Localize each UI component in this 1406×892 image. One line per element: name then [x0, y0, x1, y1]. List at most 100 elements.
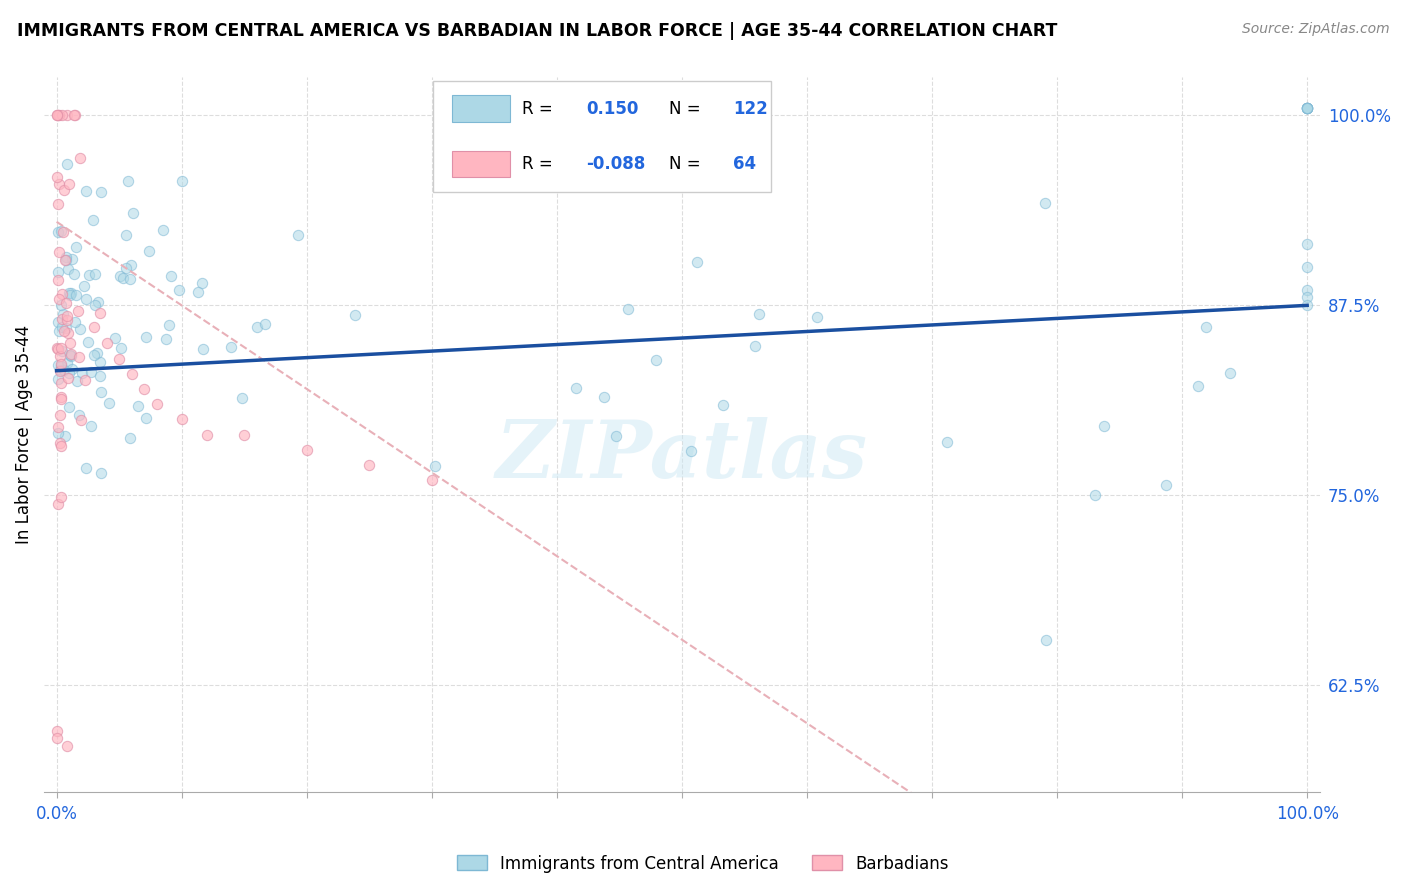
Point — [46, 265, 69, 279]
Point — [75, 184, 97, 198]
Point — [51, 376, 73, 390]
Point — [75, 461, 97, 475]
Point — [53, 363, 76, 377]
Point — [187, 285, 209, 299]
Point — [1296, 283, 1319, 297]
Point — [679, 444, 702, 458]
Point — [191, 276, 214, 290]
Point — [60, 285, 83, 300]
Text: Source: ZipAtlas.com: Source: ZipAtlas.com — [1241, 22, 1389, 37]
Point — [46, 342, 69, 356]
Point — [155, 332, 177, 346]
Point — [48, 350, 70, 364]
Point — [46, 425, 69, 440]
Point — [82, 212, 104, 227]
Point — [1296, 298, 1319, 312]
Point — [46, 108, 69, 122]
Point — [58, 178, 80, 192]
Point — [295, 442, 318, 457]
Point — [1195, 320, 1218, 334]
Bar — [453, 151, 510, 178]
Point — [49, 408, 72, 422]
Point — [49, 298, 72, 312]
Point — [65, 108, 87, 122]
Text: R =: R = — [523, 100, 558, 118]
Point — [75, 373, 97, 387]
Point — [108, 351, 131, 366]
Point — [98, 396, 121, 410]
Point — [1296, 101, 1319, 115]
Point — [127, 399, 149, 413]
Point — [65, 287, 87, 301]
Point — [48, 292, 70, 306]
Point — [96, 336, 118, 351]
Text: 0.150: 0.150 — [586, 100, 638, 118]
Point — [219, 340, 242, 354]
Point — [59, 350, 82, 364]
Point — [423, 458, 446, 473]
Point — [63, 108, 86, 122]
Point — [45, 723, 67, 738]
Point — [49, 224, 72, 238]
Point — [138, 244, 160, 258]
Point — [67, 351, 90, 365]
Point — [90, 385, 112, 400]
Point — [195, 427, 218, 442]
Point — [55, 252, 77, 267]
Point — [77, 268, 100, 282]
Point — [104, 331, 127, 345]
Point — [1296, 237, 1319, 252]
Point — [48, 245, 70, 260]
Point — [49, 357, 72, 371]
FancyBboxPatch shape — [433, 81, 770, 192]
Point — [644, 352, 666, 367]
Point — [936, 434, 959, 449]
Point — [55, 309, 77, 323]
Point — [75, 293, 97, 307]
Point — [90, 467, 112, 481]
Point — [46, 371, 69, 385]
Point — [51, 312, 73, 326]
Point — [60, 361, 83, 376]
Point — [1296, 101, 1319, 115]
Point — [1035, 632, 1057, 647]
Text: N =: N = — [669, 155, 706, 173]
Point — [58, 401, 80, 415]
Point — [59, 335, 82, 350]
Point — [115, 260, 138, 275]
Point — [55, 108, 77, 122]
Point — [55, 250, 77, 264]
Point — [67, 303, 90, 318]
Point — [89, 369, 111, 384]
Point — [1033, 196, 1056, 211]
Point — [55, 321, 77, 335]
Point — [46, 420, 69, 434]
Point — [52, 307, 75, 321]
Point — [52, 183, 75, 197]
Point — [51, 359, 73, 373]
Point — [59, 348, 82, 362]
Point — [89, 355, 111, 369]
Point — [744, 339, 766, 353]
Y-axis label: In Labor Force | Age 35-44: In Labor Force | Age 35-44 — [15, 325, 32, 544]
Point — [48, 364, 70, 378]
Point — [69, 322, 91, 336]
Point — [245, 320, 267, 334]
Point — [83, 319, 105, 334]
Point — [55, 356, 77, 370]
Point — [56, 313, 79, 327]
Point — [45, 169, 67, 184]
Point — [115, 227, 138, 242]
Point — [52, 225, 75, 239]
Point — [83, 267, 105, 281]
Point — [51, 392, 73, 406]
Text: 122: 122 — [733, 100, 768, 118]
Point — [86, 345, 108, 359]
Point — [1296, 101, 1319, 115]
Point — [167, 283, 190, 297]
Point — [172, 174, 194, 188]
Point — [748, 307, 770, 321]
Point — [65, 240, 87, 254]
Point — [55, 156, 77, 170]
Point — [152, 223, 174, 237]
